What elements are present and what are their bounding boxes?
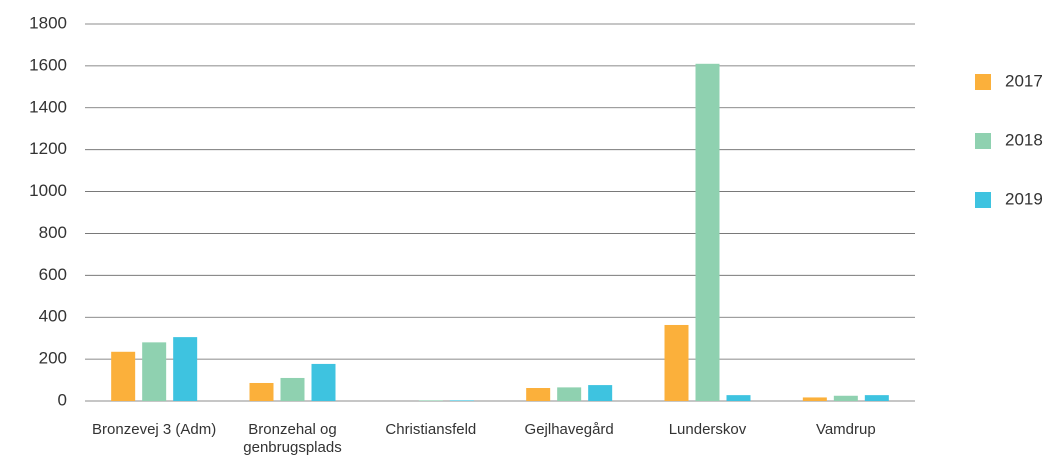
legend-swatch <box>975 192 991 208</box>
bar <box>664 324 689 401</box>
bar <box>864 395 889 401</box>
x-tick-label: Christiansfeld <box>385 421 477 438</box>
x-tick-label: Gejlhavegård <box>524 421 614 438</box>
bar <box>311 363 336 401</box>
bar <box>802 397 827 401</box>
bar <box>142 342 167 401</box>
bar <box>726 395 751 401</box>
bar <box>249 382 274 401</box>
y-tick-label: 0 <box>58 390 67 409</box>
bar <box>111 351 136 401</box>
bar <box>526 388 551 401</box>
bar <box>418 400 443 401</box>
legend-label: 2018 <box>1005 130 1043 149</box>
y-tick-label: 400 <box>39 307 67 326</box>
bar <box>280 377 305 401</box>
legend-swatch <box>975 74 991 90</box>
x-tick-label: Bronzehal og genbrugsplads <box>243 421 342 456</box>
bar <box>557 387 582 401</box>
y-tick-label: 1000 <box>29 181 67 200</box>
y-tick-label: 1200 <box>29 139 67 158</box>
bar <box>695 63 720 402</box>
y-tick-label: 200 <box>39 349 67 368</box>
x-tick-label: Vamdrup <box>815 421 876 438</box>
x-tick-label: Bronzevej 3 (Adm) <box>92 421 217 438</box>
legend-label: 2019 <box>1005 189 1043 208</box>
y-tick-label: 1400 <box>29 97 67 116</box>
x-tick-label: Lunderskov <box>668 421 747 438</box>
y-tick-label: 800 <box>39 223 67 242</box>
bar <box>449 400 474 401</box>
legend-label: 2017 <box>1005 71 1043 90</box>
y-tick-label: 1800 <box>29 13 67 32</box>
bar <box>588 385 613 401</box>
y-tick-label: 1600 <box>29 55 67 74</box>
bar <box>833 395 858 401</box>
legend-swatch <box>975 133 991 149</box>
bar <box>173 337 198 401</box>
y-tick-label: 600 <box>39 265 67 284</box>
